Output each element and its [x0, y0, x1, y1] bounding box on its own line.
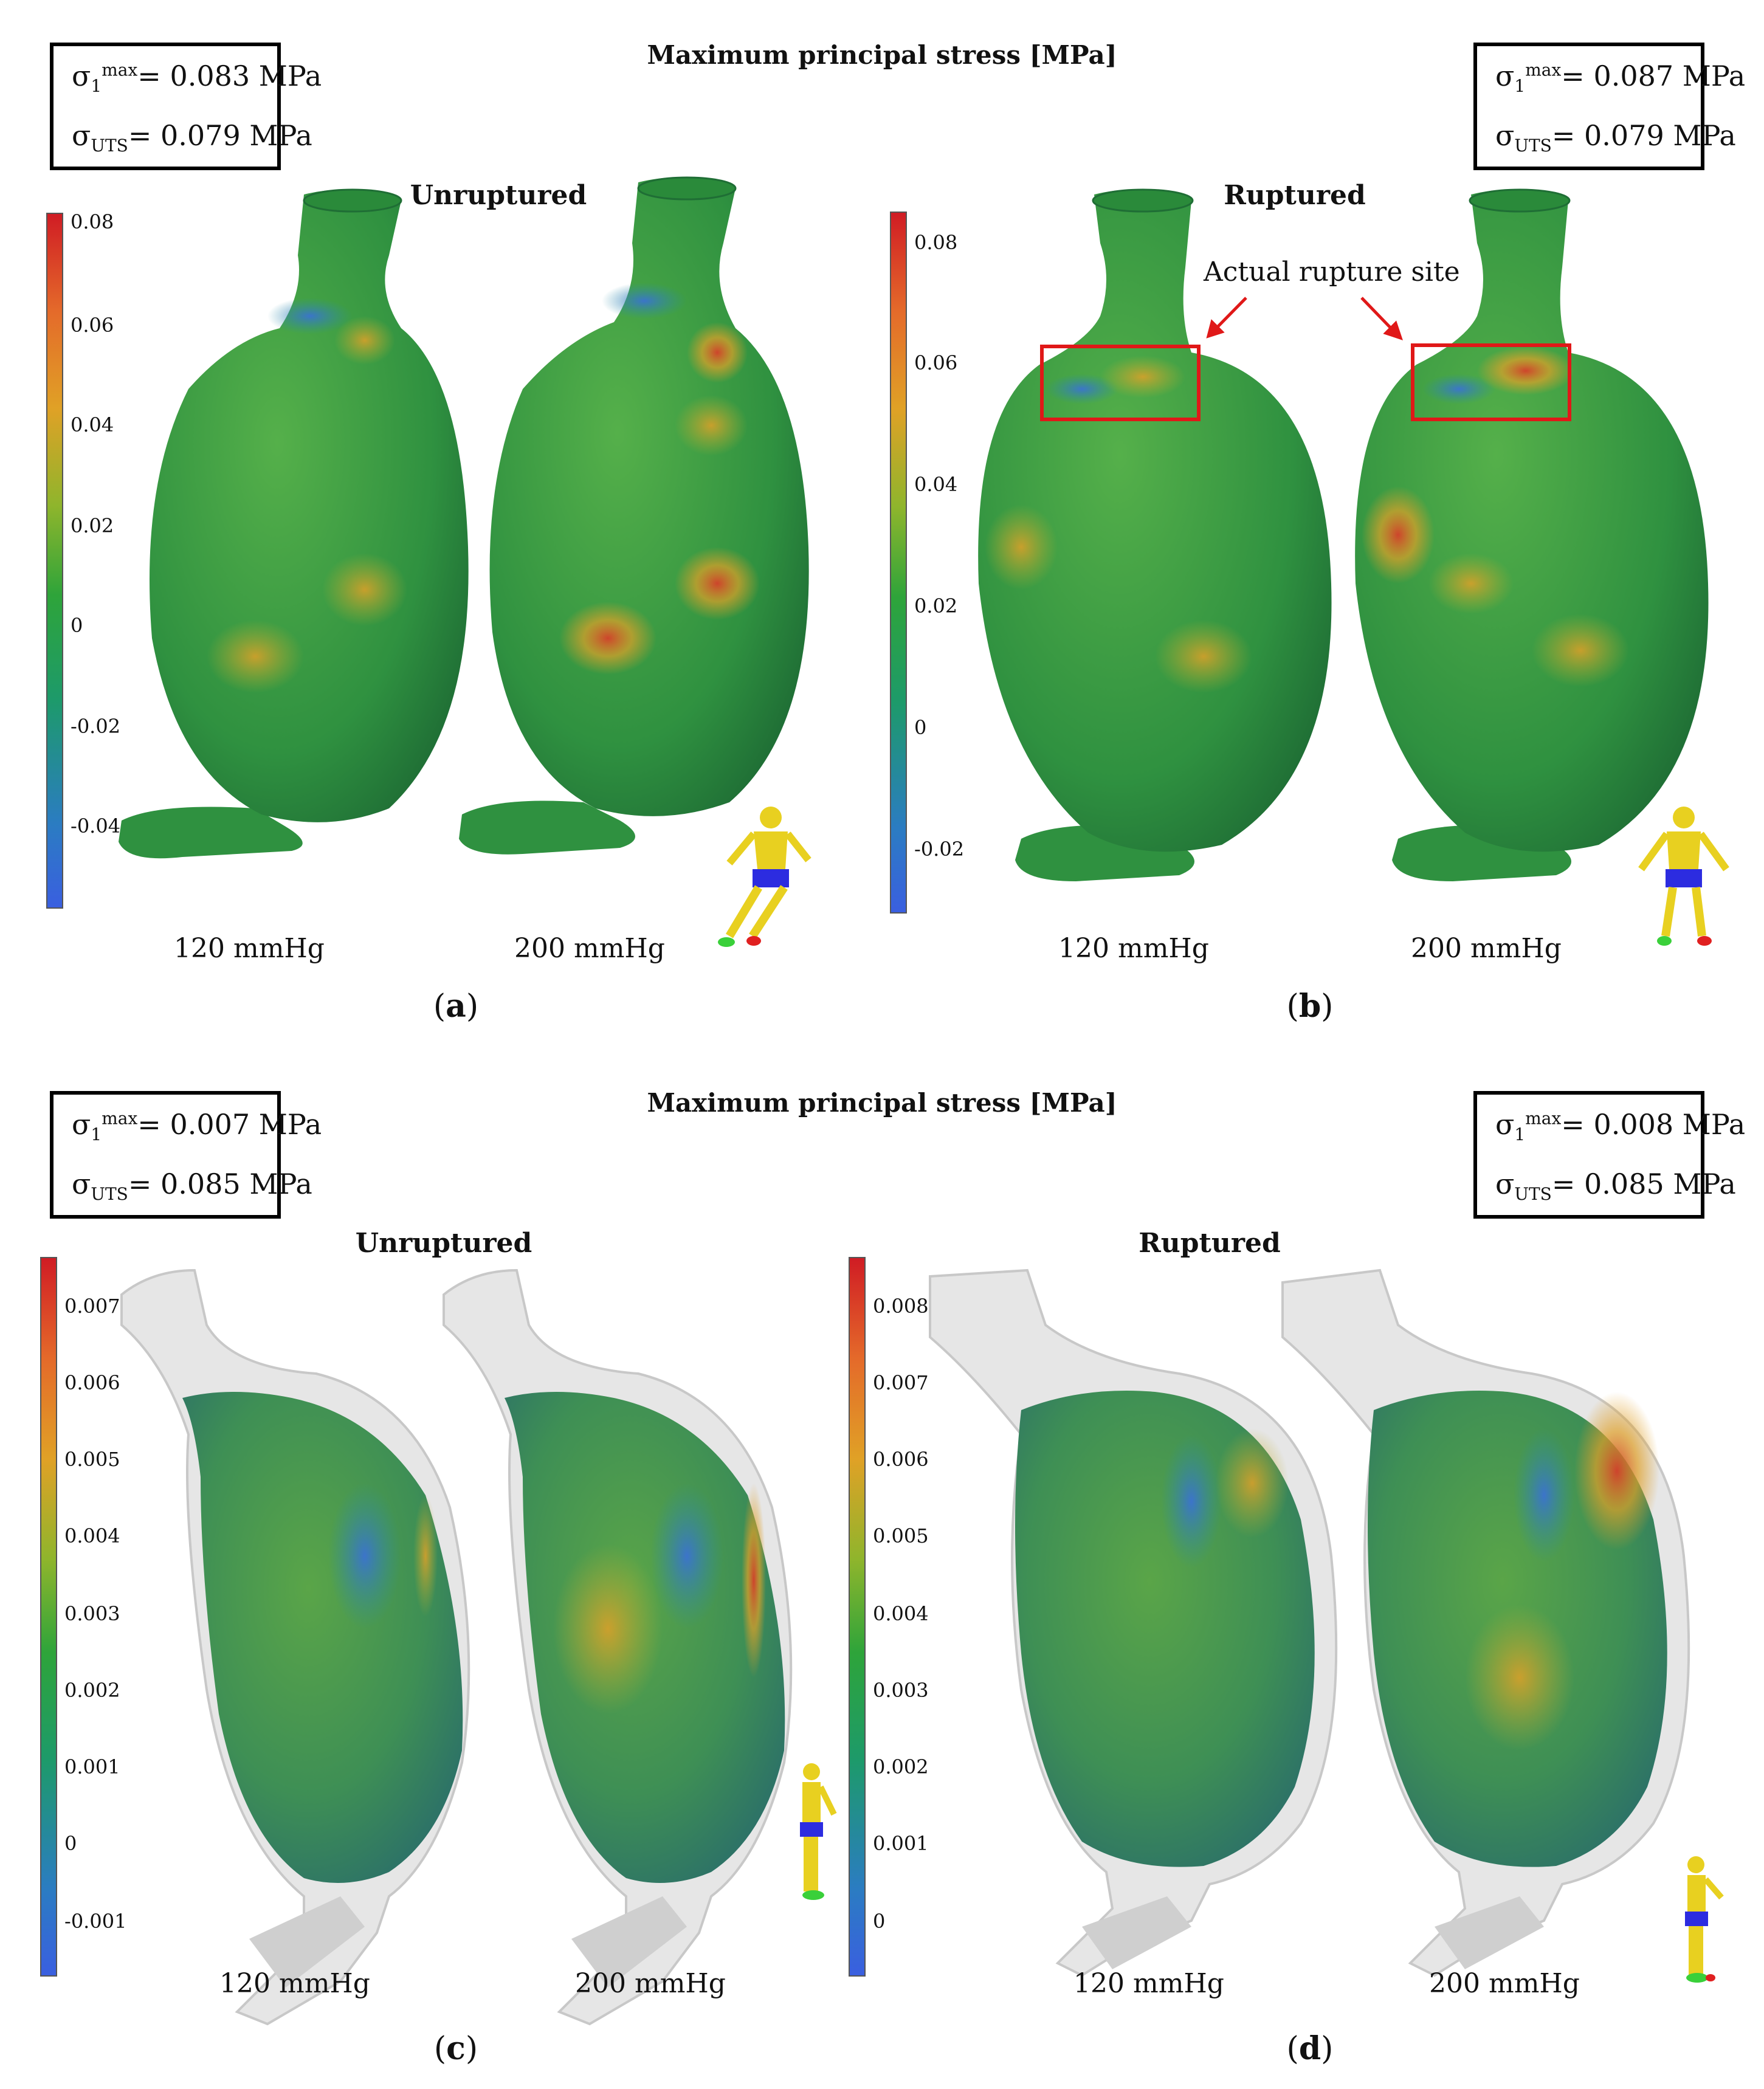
- colorbar-d-tick: 0.003: [873, 1679, 929, 1702]
- case-label-a: Unruptured: [410, 180, 587, 211]
- case-label-c: Unruptured: [355, 1228, 532, 1259]
- colorbar-c-tick: 0.004: [64, 1524, 120, 1547]
- colorbar-a-tick: -0.04: [71, 814, 121, 838]
- info-box-b: σ1max= 0.087 MPa σUTS= 0.079 MPa: [1473, 43, 1745, 170]
- panel-letter-c: (c): [433, 2030, 478, 2067]
- pressure-label-a-120: 120 mmHg: [174, 933, 325, 964]
- colorbar-d-tick: 0.001: [873, 1832, 929, 1855]
- colorbar-d-tick: 0: [873, 1910, 886, 1933]
- aneurysm-c-200: [443, 1268, 793, 2026]
- colorbar-c-tick: 0.001: [64, 1755, 120, 1778]
- aneurysm-a-200: [459, 176, 809, 855]
- colorbar-b-tick: 0.06: [914, 351, 958, 374]
- case-label-b: Ruptured: [1224, 180, 1366, 211]
- human-orientation-icon-a: [718, 807, 811, 947]
- header-top: Maximum principal stress [MPa]: [647, 40, 1117, 70]
- colorbar-d-tick: 0.006: [873, 1448, 929, 1471]
- colorbar-a-tick: 0: [71, 614, 83, 637]
- colorbar-a-tick: 0.08: [71, 210, 114, 233]
- sigma-max-a: σ1max= 0.083 MPa: [72, 60, 322, 97]
- colorbar-c-bar: [40, 1257, 57, 1977]
- rupture-site-box-120: [1040, 345, 1201, 421]
- colorbar-c-tick: 0.002: [64, 1679, 120, 1702]
- sigma-max-c: σ1max= 0.007 MPa: [72, 1108, 322, 1145]
- pressure-label-c-120: 120 mmHg: [219, 1968, 370, 1999]
- panel-letter-b: (b): [1286, 988, 1334, 1025]
- aneurysm-d-200: [1281, 1268, 1690, 1977]
- colorbar-b-tick: 0.08: [914, 231, 958, 254]
- human-orientation-icon-b: [1638, 807, 1729, 946]
- colorbar-d-tick: 0.007: [873, 1371, 929, 1394]
- colorbar-b-tick: 0.02: [914, 594, 958, 618]
- human-orientation-icon-c: [800, 1763, 837, 1900]
- human-orientation-icon-d: [1685, 1856, 1724, 1983]
- pressure-label-b-120: 120 mmHg: [1058, 933, 1209, 964]
- sigma-uts-c: σUTS= 0.085 MPa: [72, 1168, 312, 1205]
- colorbar-d-tick: 0.005: [873, 1524, 929, 1547]
- colorbar-d-tick: 0.008: [873, 1295, 929, 1318]
- colorbar-a-tick: 0.06: [71, 314, 114, 337]
- colorbar-c-tick: 0.003: [64, 1602, 120, 1625]
- info-box-c: σ1max= 0.007 MPa σUTS= 0.085 MPa: [50, 1091, 322, 1219]
- colorbar-b-bar: [890, 212, 907, 914]
- rupture-arrows: [1206, 297, 1403, 340]
- sigma-uts-d: σUTS= 0.085 MPa: [1495, 1168, 1736, 1205]
- panel-letter-d: (d): [1286, 2030, 1334, 2067]
- case-label-d: Ruptured: [1139, 1228, 1281, 1259]
- colorbar-d-tick: 0.002: [873, 1755, 929, 1778]
- colorbar-c-tick: 0.007: [64, 1295, 120, 1318]
- colorbar-b-tick: 0: [914, 716, 927, 739]
- colorbar-a-tick: -0.02: [71, 715, 121, 738]
- pressure-label-b-200: 200 mmHg: [1411, 933, 1562, 964]
- colorbar-a-bar: [46, 213, 63, 909]
- info-box-d: σ1max= 0.008 MPa σUTS= 0.085 MPa: [1473, 1091, 1745, 1219]
- colorbar-d-tick: 0.004: [873, 1602, 929, 1625]
- colorbar-c-tick: 0.005: [64, 1448, 120, 1471]
- colorbar-d-bar: [849, 1257, 866, 1977]
- header-bottom: Maximum principal stress [MPa]: [647, 1088, 1117, 1118]
- pressure-label-a-200: 200 mmHg: [514, 933, 665, 964]
- pressure-label-c-200: 200 mmHg: [575, 1968, 726, 1999]
- colorbar-a-tick: 0.04: [71, 413, 114, 436]
- sigma-uts-b: σUTS= 0.079 MPa: [1495, 119, 1736, 156]
- sigma-max-d: σ1max= 0.008 MPa: [1495, 1108, 1746, 1145]
- panel-letter-a: (a): [433, 988, 479, 1025]
- aneurysm-c-120: [120, 1268, 470, 2026]
- rupture-site-box-200: [1411, 343, 1571, 421]
- rupture-site-label: Actual rupture site: [1204, 256, 1460, 287]
- colorbar-c-tick: 0.006: [64, 1371, 120, 1394]
- colorbar-b-tick: 0.04: [914, 473, 958, 496]
- aneurysm-d-120: [929, 1268, 1338, 1977]
- aneurysm-b-200: [1355, 188, 1709, 881]
- colorbar-a-tick: 0.02: [71, 514, 114, 537]
- aneurysm-a-120: [119, 188, 469, 859]
- aneurysm-b-120: [978, 188, 1332, 881]
- pressure-label-d-200: 200 mmHg: [1429, 1968, 1580, 1999]
- sigma-max-b: σ1max= 0.087 MPa: [1495, 60, 1746, 97]
- colorbar-c-tick: 0: [64, 1832, 77, 1855]
- info-box-a: σ1max= 0.083 MPa σUTS= 0.079 MPa: [50, 43, 322, 170]
- colorbar-b-tick: -0.02: [914, 838, 965, 861]
- colorbar-c-tick: -0.001: [64, 1910, 127, 1933]
- sigma-uts-a: σUTS= 0.079 MPa: [72, 119, 312, 156]
- pressure-label-d-120: 120 mmHg: [1073, 1968, 1224, 1999]
